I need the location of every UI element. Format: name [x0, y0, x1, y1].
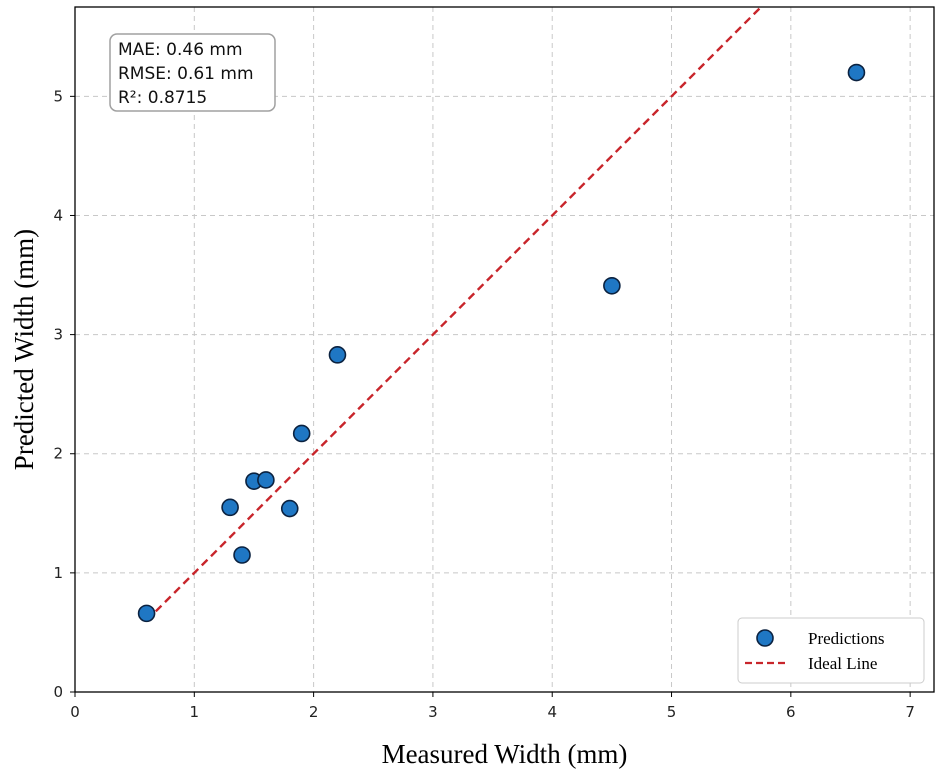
- legend-marker-predictions: [756, 629, 774, 647]
- x-tick-label: 6: [786, 703, 796, 721]
- y-tick-label: 0: [53, 683, 63, 701]
- prediction-point: [257, 471, 275, 489]
- x-axis-title: Measured Width (mm): [382, 739, 628, 769]
- metrics-box-frame: [109, 33, 276, 112]
- ticks: 0 1 2 3 4 5 6 7 0 1 2 3 4 5: [53, 87, 914, 721]
- prediction-point: [233, 546, 251, 564]
- x-tick-label: 2: [309, 703, 319, 721]
- prediction-point: [292, 424, 311, 443]
- rmse-text: RMSE: 0.61 mm: [118, 64, 254, 84]
- y-tick-label: 3: [53, 326, 63, 344]
- x-tick-label: 4: [547, 703, 557, 721]
- mae-text: MAE: 0.46 mm: [118, 40, 243, 60]
- y-tick-label: 5: [53, 87, 63, 105]
- prediction-point: [137, 604, 156, 623]
- legend: Predictions Ideal Line: [737, 617, 925, 684]
- prediction-point: [847, 63, 866, 82]
- prediction-point: [280, 499, 299, 518]
- ideal-line-layer: [145, 6, 762, 622]
- legend-frame: [737, 617, 925, 684]
- points-layer: [137, 63, 866, 623]
- x-tick-label: 3: [428, 703, 438, 721]
- y-axis-title: Predicted Width (mm): [9, 229, 39, 470]
- metrics-box: MAE: 0.46 mm RMSE: 0.61 mm R²: 0.8715: [109, 33, 276, 112]
- r2-text: R²: 0.8715: [118, 88, 207, 108]
- y-tick-label: 1: [53, 564, 63, 582]
- x-tick-label: 5: [667, 703, 677, 721]
- x-tick-label: 1: [190, 703, 200, 721]
- plot-frame: [74, 6, 935, 693]
- legend-label-predictions: Predictions: [808, 629, 885, 648]
- y-tick-label: 4: [53, 206, 63, 224]
- prediction-point: [328, 346, 347, 364]
- x-tick-label: 7: [905, 703, 915, 721]
- legend-label-ideal-line: Ideal Line: [808, 654, 877, 673]
- prediction-point: [603, 276, 621, 295]
- x-tick-label: 0: [70, 703, 80, 721]
- y-tick-label: 2: [53, 445, 63, 463]
- ideal-line: [145, 6, 762, 622]
- prediction-point: [221, 498, 239, 517]
